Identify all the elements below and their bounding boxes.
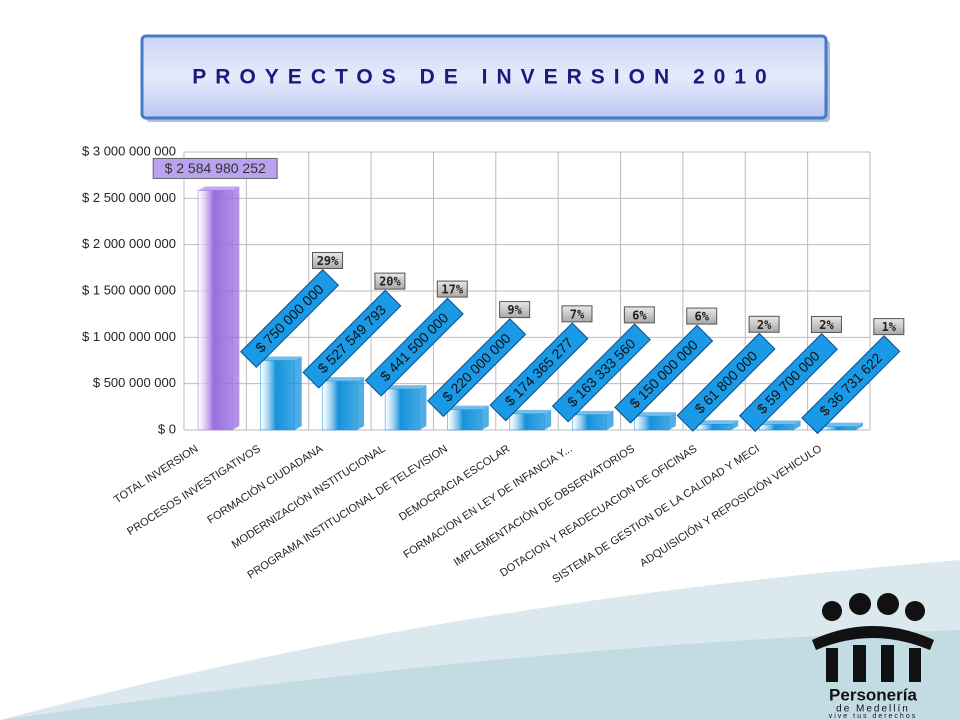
y-tick-label: $ 2 500 000 000 <box>82 190 176 205</box>
share-label: 9% <box>507 303 522 317</box>
bar <box>260 360 295 431</box>
y-tick-label: $ 1 500 000 000 <box>82 282 176 297</box>
bar <box>197 190 233 431</box>
bar-side <box>731 420 739 430</box>
value-label-box <box>240 269 340 368</box>
share-box <box>499 301 531 319</box>
share-label: 6% <box>695 310 710 324</box>
bar-top <box>198 186 240 191</box>
logo-head <box>849 593 871 615</box>
bar <box>696 424 732 431</box>
bar-top <box>634 412 676 417</box>
bar-top <box>821 422 863 427</box>
bar-top <box>759 420 801 425</box>
bar-side <box>668 412 676 430</box>
share-box <box>436 280 468 298</box>
y-tick-label: $ 3 000 000 000 <box>82 143 176 158</box>
value-label-box <box>489 322 589 422</box>
value-label-box <box>676 332 776 432</box>
background-wave <box>0 630 960 720</box>
value-label-box <box>614 324 714 424</box>
logo-body <box>881 645 894 682</box>
value-label-box <box>427 318 527 418</box>
bar <box>322 380 358 431</box>
logo-arc <box>812 626 934 650</box>
share-box <box>686 307 718 325</box>
bar <box>509 413 545 431</box>
value-label-text: $ 750 000 000 <box>252 281 327 356</box>
value-label-box <box>551 323 651 423</box>
value-label: $ 2 584 980 252 <box>152 157 278 179</box>
share-label: 20% <box>379 275 401 289</box>
bar <box>821 426 857 431</box>
value-label-box <box>302 289 402 389</box>
title-box <box>140 34 828 120</box>
share-label: 17% <box>441 283 463 297</box>
bar-top <box>696 420 739 425</box>
logo-city: de Medellín <box>836 704 910 715</box>
share-box <box>810 315 842 333</box>
value-label-text: $ 2 584 980 252 <box>165 160 266 176</box>
logo-body <box>909 648 921 682</box>
bar-top <box>509 409 552 414</box>
logo-head <box>822 601 842 621</box>
plot: $ 0 $ 500 000 000 $ 1 000 000 000 $ 1 500 0… <box>82 143 905 586</box>
bar-side <box>855 422 863 430</box>
bar-side <box>294 356 302 430</box>
share-box <box>748 315 780 333</box>
bar-side <box>606 410 614 430</box>
value-label-text: $ 441 500 000 <box>377 309 452 384</box>
value-label-box <box>738 332 838 432</box>
share-label: 6% <box>632 308 647 322</box>
share-box <box>374 272 406 290</box>
bar-side <box>793 420 801 430</box>
bar-side <box>357 377 365 430</box>
bar-side <box>481 405 489 430</box>
logo-body <box>853 645 866 682</box>
bar-side <box>419 385 427 430</box>
share-label: 1% <box>882 320 897 334</box>
share-label: 29% <box>317 254 339 268</box>
x-tick-label: PROCESOS INVESTIGATIVOS <box>125 443 263 538</box>
bar-side <box>232 186 240 430</box>
value-label-box <box>152 157 278 179</box>
value-label-box <box>364 297 464 397</box>
y-tick-label: $ 1 000 000 000 <box>82 329 176 344</box>
share-box <box>623 306 655 324</box>
bar <box>447 409 483 431</box>
y-tick-label: $ 2 000 000 000 <box>82 236 176 251</box>
bar <box>634 415 670 431</box>
share-label: 7% <box>570 307 585 321</box>
logo-slogan: vive tus derechos <box>829 713 917 720</box>
bar <box>759 424 794 431</box>
x-tick-label: DEMOCRACIA ESCOLAR <box>397 443 512 524</box>
value-label-box <box>801 335 901 435</box>
logo-body <box>826 648 838 682</box>
value-label-text: $ 527 549 793 <box>314 301 389 376</box>
logo-head <box>905 601 925 621</box>
bar-top <box>447 405 489 410</box>
bar-top <box>572 410 614 415</box>
share-box <box>873 318 905 336</box>
y-tick-label: $ 500 000 000 <box>93 375 176 390</box>
x-tick-label: FORMACIÓN CIUDADANA <box>205 442 326 527</box>
logo-name: Personería <box>829 685 917 704</box>
bar-top <box>385 385 427 390</box>
share-box <box>561 305 593 323</box>
y-tick-label: $ 0 <box>158 421 176 436</box>
share-label: 2% <box>819 318 834 332</box>
logo-head <box>877 593 899 615</box>
bar <box>384 388 420 431</box>
bar-side <box>544 409 552 430</box>
bar-top <box>260 356 302 361</box>
bar <box>571 414 607 431</box>
chart-title: PROYECTOS DE INVERSION 2010 <box>192 66 775 89</box>
share-label: 2% <box>757 318 772 332</box>
share-box <box>312 252 344 269</box>
logo: Personería de Medellín vive tus derechos <box>812 593 934 720</box>
bar-top <box>322 377 365 382</box>
